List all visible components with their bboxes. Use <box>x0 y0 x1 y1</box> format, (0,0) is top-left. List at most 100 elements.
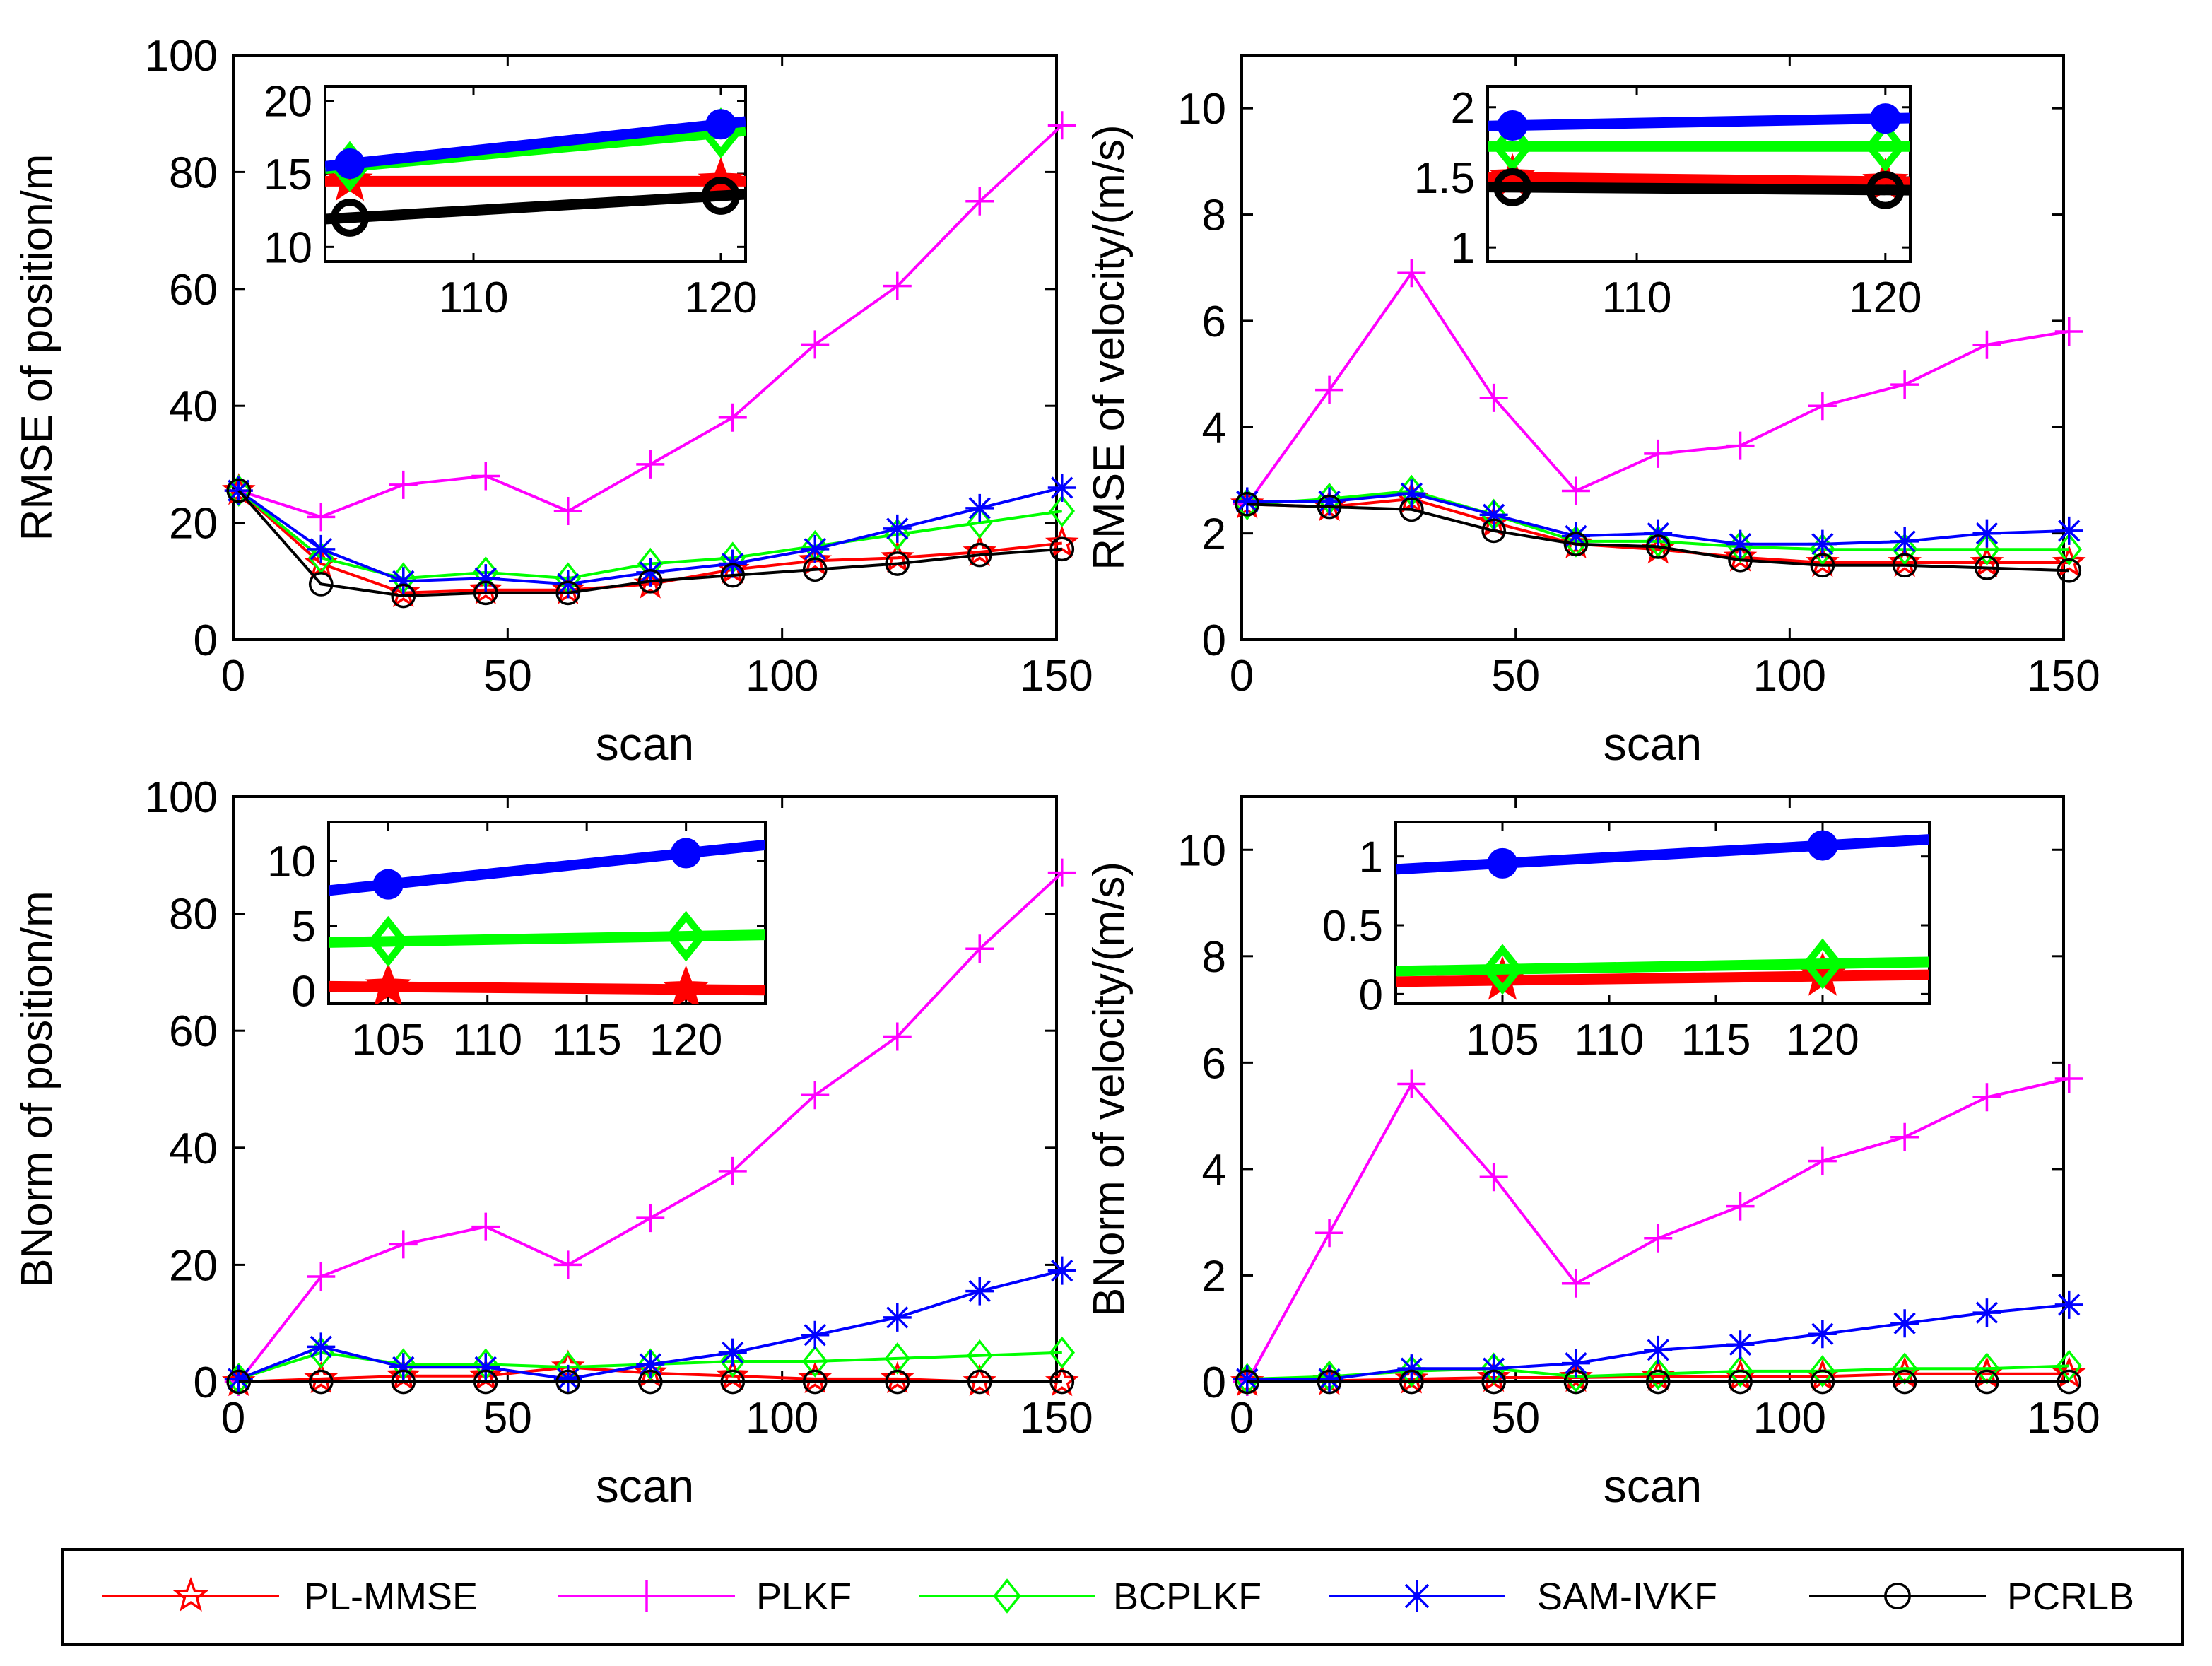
x-tick-label: 0 <box>221 1394 245 1443</box>
y-axis-label: RMSE of position/m <box>13 154 61 541</box>
point-sam_ivkf <box>1726 529 1755 558</box>
y-tick-label: 60 <box>169 266 218 315</box>
inset-series <box>1396 830 1929 1000</box>
y-tick-label: 0 <box>194 616 218 665</box>
point-plkf <box>718 1156 747 1185</box>
point-sam_ivkf <box>389 1353 418 1382</box>
point-pl_mmse <box>1888 545 1922 577</box>
point-bcplkf <box>1399 1355 1425 1388</box>
chart-2: 0 50 100 150 0 2 4 6 8 10 scan RMSE of velocity/(m/… <box>1085 54 2100 770</box>
x-axis-label: scan <box>596 717 694 770</box>
point-plkf <box>2054 317 2083 346</box>
point-plkf <box>1726 431 1755 460</box>
point-plkf <box>1561 1269 1590 1298</box>
series-line-pl_mmse <box>1247 1372 2069 1383</box>
point-plkf <box>1479 1163 1508 1192</box>
point-sam_ivkf <box>307 534 336 563</box>
x-axis-label: scan <box>1604 717 1702 770</box>
point-pcrlb <box>555 580 581 606</box>
point-pcrlb <box>802 557 828 582</box>
y-tick-label: 10 <box>1177 85 1226 134</box>
inset-x-tick-label: 115 <box>1681 1016 1751 1064</box>
point-plkf <box>965 187 994 216</box>
point-sam_ivkf <box>1726 1330 1755 1359</box>
y-tick-label: 2 <box>1202 510 1226 559</box>
inset-point-sam_ivkf <box>705 109 736 140</box>
point-pcrlb <box>1235 491 1260 517</box>
y-tick-label: 6 <box>1202 1039 1226 1088</box>
point-bcplkf <box>2056 1349 2082 1383</box>
point-pcrlb <box>1645 534 1671 559</box>
y-tick-label: 80 <box>169 148 218 197</box>
point-bcplkf <box>884 1342 911 1375</box>
inset-y-tick-label: 1 <box>1451 224 1475 273</box>
inset-y-tick-label: 1 <box>1359 833 1383 882</box>
inset-y-tick-label: 1.5 <box>1414 154 1475 203</box>
x-tick-label: 0 <box>1230 652 1254 700</box>
point-plkf <box>1890 1122 1919 1151</box>
point-sam_ivkf <box>718 1338 747 1367</box>
y-tick-label: 100 <box>145 773 218 822</box>
point-plkf <box>1808 392 1837 421</box>
inset-x-tick-label: 120 <box>1849 274 1922 322</box>
point-pl_mmse <box>880 1361 914 1394</box>
inset-3: 105 110 115 120 0 5 10 <box>267 821 767 1064</box>
point-pcrlb <box>1728 547 1753 573</box>
inset-point-pcrlb <box>331 199 369 237</box>
y-axis-label: BNorm of velocity/(m/s) <box>1085 862 1134 1317</box>
point-pcrlb <box>885 551 910 576</box>
point-pcrlb <box>226 1369 252 1395</box>
point-pl_mmse <box>798 1361 833 1394</box>
point-sam_ivkf <box>2054 1290 2083 1319</box>
point-pl_mmse <box>469 572 503 604</box>
y-tick-label: 6 <box>1202 298 1226 346</box>
point-plkf <box>1644 1224 1673 1253</box>
inset-x-tick-label: 105 <box>1466 1016 1539 1064</box>
point-sam_ivkf <box>1233 487 1261 516</box>
inset-y-tick-label: 0 <box>292 968 316 1016</box>
inset-x-tick-label: 120 <box>1786 1016 1859 1064</box>
inset-point-bcplkf <box>1865 121 1906 172</box>
inset-x-tick-label: 110 <box>1602 274 1672 322</box>
point-pcrlb <box>802 1369 828 1395</box>
point-sam_ivkf <box>1644 1335 1673 1364</box>
x-tick-label: 150 <box>1020 1394 1093 1443</box>
inset-line-sam_ivkf <box>325 116 746 172</box>
point-pcrlb <box>637 568 663 594</box>
inset-point-sam_ivkf <box>1870 103 1901 134</box>
point-pcrlb <box>1563 1369 1589 1395</box>
point-plkf <box>471 1212 500 1241</box>
point-sam_ivkf <box>883 1303 912 1332</box>
x-tick-label: 100 <box>746 652 818 700</box>
point-sam_ivkf <box>1644 519 1673 548</box>
y-tick-label: 8 <box>1202 933 1226 982</box>
inset-y-tick-label: 10 <box>264 223 312 272</box>
point-pl_mmse <box>386 575 420 608</box>
y-tick-label: 20 <box>169 1241 218 1290</box>
legend-marker-pl_mmse <box>172 1576 209 1612</box>
point-pcrlb <box>1235 1369 1260 1395</box>
point-plkf <box>1047 111 1076 140</box>
inset-point-bcplkf <box>665 910 707 962</box>
point-pcrlb <box>1049 536 1075 562</box>
inset-x-tick-label: 110 <box>1575 1016 1645 1064</box>
point-pcrlb <box>1810 1369 1835 1395</box>
point-plkf <box>1726 1192 1755 1221</box>
point-plkf <box>307 1262 336 1291</box>
point-plkf <box>883 271 912 300</box>
point-sam_ivkf <box>471 1353 500 1382</box>
point-pcrlb <box>1481 1369 1507 1395</box>
y-tick-label: 0 <box>194 1359 218 1407</box>
x-axis-label: scan <box>596 1460 694 1512</box>
point-pcrlb <box>473 1369 498 1395</box>
point-plkf <box>2054 1064 2083 1093</box>
point-sam_ivkf <box>1047 473 1076 502</box>
point-plkf <box>553 497 582 526</box>
point-sam_ivkf <box>1561 1349 1590 1378</box>
inset-point-bcplkf <box>1492 121 1533 172</box>
inset-series <box>325 107 746 237</box>
point-pcrlb <box>1317 494 1342 520</box>
x-tick-label: 100 <box>1753 652 1826 700</box>
point-pcrlb <box>308 572 334 597</box>
